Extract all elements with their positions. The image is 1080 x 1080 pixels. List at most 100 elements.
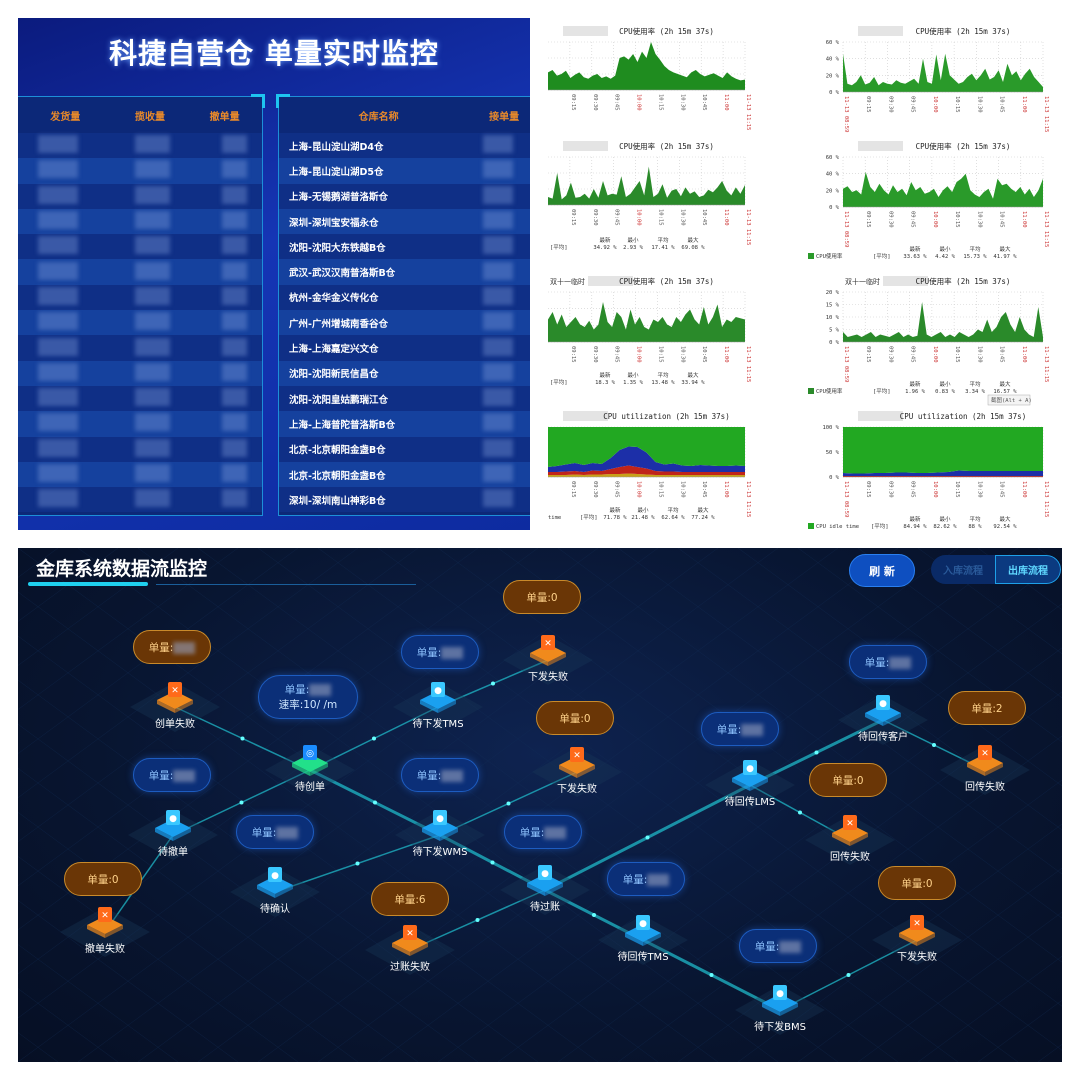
title-divider	[156, 584, 416, 585]
redacted-value	[483, 312, 514, 331]
warehouse-name: 沈阳-沈阳大东铁越B仓	[289, 242, 386, 254]
node-pending-wms-icon[interactable]: ●	[418, 808, 462, 842]
redacted-value	[134, 286, 170, 305]
y-tick-label: 0 %	[829, 475, 840, 481]
table-row: 沈阳-沈阳新民信昌仓	[279, 360, 530, 386]
node-post-fail-icon[interactable]: ✕	[388, 923, 432, 957]
order-count: 单量:	[149, 640, 196, 655]
redacted-value	[544, 826, 567, 839]
table-row	[18, 208, 262, 235]
node-pending-return-lms-icon[interactable]: ●	[728, 758, 772, 792]
flow-type-toggle[interactable]: 入库流程 出库流程	[931, 555, 1061, 584]
redacted-value	[38, 438, 78, 457]
node-pending-post-icon[interactable]: ●	[523, 863, 567, 897]
warehouse-name: 上海-上海嘉定兴文仓	[289, 344, 379, 356]
redacted-host-name	[563, 411, 608, 421]
stat-value: 34.92 %	[593, 245, 617, 251]
stat-header: 平均	[969, 380, 981, 388]
node-create-fail-icon[interactable]: ✕	[153, 680, 197, 714]
x-tick-label: 10:30	[679, 481, 685, 498]
node-pending-cancel-icon[interactable]: ●	[151, 808, 195, 842]
table-row: 沈阳-沈阳皇姑鹏瑞江仓	[279, 385, 530, 412]
count-badge: 单量:	[701, 712, 779, 746]
stat-header: 平均	[657, 371, 669, 379]
x-tick-label: 10:30	[976, 481, 982, 498]
y-tick-label: 50 %	[826, 450, 840, 456]
stat-value: 71.78 %	[603, 515, 627, 521]
stat-value: 77.24 %	[691, 515, 715, 521]
stat-value: 18.3 %	[595, 380, 616, 386]
node-return-fail-2-icon[interactable]: ✕	[963, 743, 1007, 777]
grid-line	[257, 548, 959, 1062]
node-send-fail-2-icon[interactable]: ✕	[555, 745, 599, 779]
stat-value: 13.48 %	[651, 380, 675, 386]
order-count: 单量:	[417, 645, 464, 660]
x-tick-label: 09:15	[570, 209, 576, 226]
flow-arrow-icon	[814, 750, 819, 755]
node-label: 待创单	[295, 782, 325, 793]
stat-value: 17.41 %	[651, 245, 675, 251]
x-tick-label: 11-13 11:15	[745, 209, 751, 245]
column-header: 撤单量	[209, 111, 240, 123]
flow-arrow-icon	[372, 736, 376, 741]
order-count: 单量:	[520, 825, 567, 840]
x-tick-label: 09:30	[887, 211, 893, 228]
grid-line	[1037, 1044, 1062, 1062]
table-row	[18, 310, 262, 336]
node-pending-confirm-icon[interactable]: ●	[253, 865, 297, 899]
svg-text:✕: ✕	[846, 819, 854, 829]
x-tick-label: 11-13 08:59	[843, 346, 849, 382]
node-pending-return-tms-icon[interactable]: ●	[621, 913, 665, 947]
grid-line	[18, 548, 719, 1062]
redacted-value	[134, 489, 170, 508]
realtime-monitor-panel: 科捷自营仓 单量实时监控 发货量 揽收量 撤单量 仓库名称 接单量 上海-昆山淀…	[18, 18, 530, 530]
svg-text:●: ●	[746, 764, 754, 774]
svg-text:✕: ✕	[544, 639, 552, 649]
grid-line	[18, 548, 599, 975]
flow-arrow-icon	[373, 800, 377, 805]
count-badge: 单量: 速率:10/ /m	[258, 675, 358, 719]
stat-header: 最大	[999, 515, 1011, 523]
stat-header: 最大	[999, 245, 1011, 253]
node-return-fail-1-icon[interactable]: ✕	[828, 813, 872, 847]
error-box-icon: ✕	[967, 745, 1003, 776]
order-count: 单量:	[252, 825, 299, 840]
redacted-value	[38, 312, 78, 331]
y-tick-label: 40 %	[826, 57, 840, 63]
tab-outbound-flow[interactable]: 出库流程	[995, 555, 1061, 584]
x-tick-label: 11-13 08:59	[843, 481, 849, 517]
stat-header: 最新	[909, 245, 921, 253]
x-tick-label: 09:30	[592, 481, 598, 498]
order-count: 单量:	[865, 655, 912, 670]
tab-inbound-flow[interactable]: 入库流程	[943, 566, 983, 577]
y-tick-label: 20 %	[826, 290, 840, 296]
stat-header: 平均	[969, 245, 981, 253]
refresh-button[interactable]: 刷 新	[849, 554, 915, 587]
svg-text:●: ●	[169, 814, 177, 824]
node-pending-bms-icon[interactable]: ●	[758, 983, 802, 1017]
node-pending-return-customer-icon[interactable]: ●	[861, 693, 905, 727]
svg-text:●: ●	[434, 686, 442, 696]
column-header: 仓库名称	[358, 111, 399, 123]
node-pending-create-icon[interactable]: ◎	[288, 743, 332, 777]
node-pending-tms-icon[interactable]: ●	[416, 680, 460, 714]
node-send-fail-1-icon[interactable]: ✕	[526, 633, 570, 667]
stat-header: 最大	[999, 380, 1011, 388]
redacted-value	[134, 464, 170, 482]
legend-swatch	[808, 253, 814, 259]
x-tick-label: 09:15	[570, 481, 576, 498]
x-tick-label: 09:30	[592, 346, 598, 363]
grid-line	[557, 548, 1062, 919]
stat-header: 最新	[609, 506, 621, 514]
node-cancel-fail-icon[interactable]: ✕	[83, 905, 127, 939]
stat-value: 21.48 %	[631, 515, 655, 521]
grid-line	[18, 548, 179, 666]
table-row	[18, 133, 262, 159]
x-tick-label: 10:45	[701, 94, 707, 111]
redacted-value	[38, 489, 78, 508]
warehouse-name: 深圳-深圳宝安福永仓	[289, 217, 379, 229]
stat-value: 3.34 %	[965, 389, 986, 395]
node-send-fail-3-icon[interactable]: ✕	[895, 913, 939, 947]
table-row	[18, 461, 262, 488]
warehouse-name: 上海-昆山淀山湖D5仓	[289, 166, 384, 178]
